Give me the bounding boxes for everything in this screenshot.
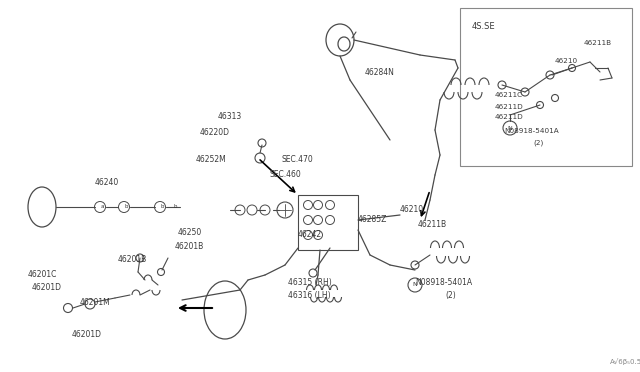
Text: 46201B: 46201B xyxy=(118,255,147,264)
Text: 46211B: 46211B xyxy=(584,40,612,46)
Text: SEC.470: SEC.470 xyxy=(282,155,314,164)
Text: 46201M: 46201M xyxy=(80,298,111,307)
Text: N: N xyxy=(508,125,513,131)
Text: 46315 (RH): 46315 (RH) xyxy=(288,278,332,287)
Text: 46211D: 46211D xyxy=(495,114,524,120)
Text: a: a xyxy=(100,205,104,209)
Text: N08918-5401A: N08918-5401A xyxy=(504,128,559,134)
Text: (2): (2) xyxy=(533,140,543,147)
Text: 46252M: 46252M xyxy=(196,155,227,164)
Text: 46316 (LH): 46316 (LH) xyxy=(288,291,331,300)
Text: 46240: 46240 xyxy=(95,178,119,187)
Text: 46284N: 46284N xyxy=(365,68,395,77)
Text: N08918-5401A: N08918-5401A xyxy=(415,278,472,287)
Text: 46220D: 46220D xyxy=(200,128,230,137)
Text: (2): (2) xyxy=(445,291,456,300)
Text: b: b xyxy=(124,205,128,209)
Text: SEC.460: SEC.460 xyxy=(270,170,301,179)
Text: N: N xyxy=(413,282,417,288)
Text: 46211D: 46211D xyxy=(495,104,524,110)
Text: 46211C: 46211C xyxy=(495,92,523,98)
Text: 46201D: 46201D xyxy=(32,283,62,292)
Text: 46211B: 46211B xyxy=(418,220,447,229)
Text: 46201C: 46201C xyxy=(28,270,58,279)
Text: 4S.SE: 4S.SE xyxy=(472,22,495,31)
Text: 46210: 46210 xyxy=(400,205,424,214)
Text: b: b xyxy=(173,205,177,209)
Bar xyxy=(460,8,632,166)
Text: A√6β₅0.53: A√6β₅0.53 xyxy=(610,358,640,365)
Text: b: b xyxy=(160,205,164,209)
Text: 46201B: 46201B xyxy=(175,242,204,251)
Text: 46285Z: 46285Z xyxy=(358,215,387,224)
Text: 46210: 46210 xyxy=(555,58,578,64)
Text: 46313: 46313 xyxy=(218,112,243,121)
Bar xyxy=(298,195,358,250)
Text: 46242: 46242 xyxy=(298,230,322,239)
Text: 46250: 46250 xyxy=(178,228,202,237)
Text: 46201D: 46201D xyxy=(72,330,102,339)
